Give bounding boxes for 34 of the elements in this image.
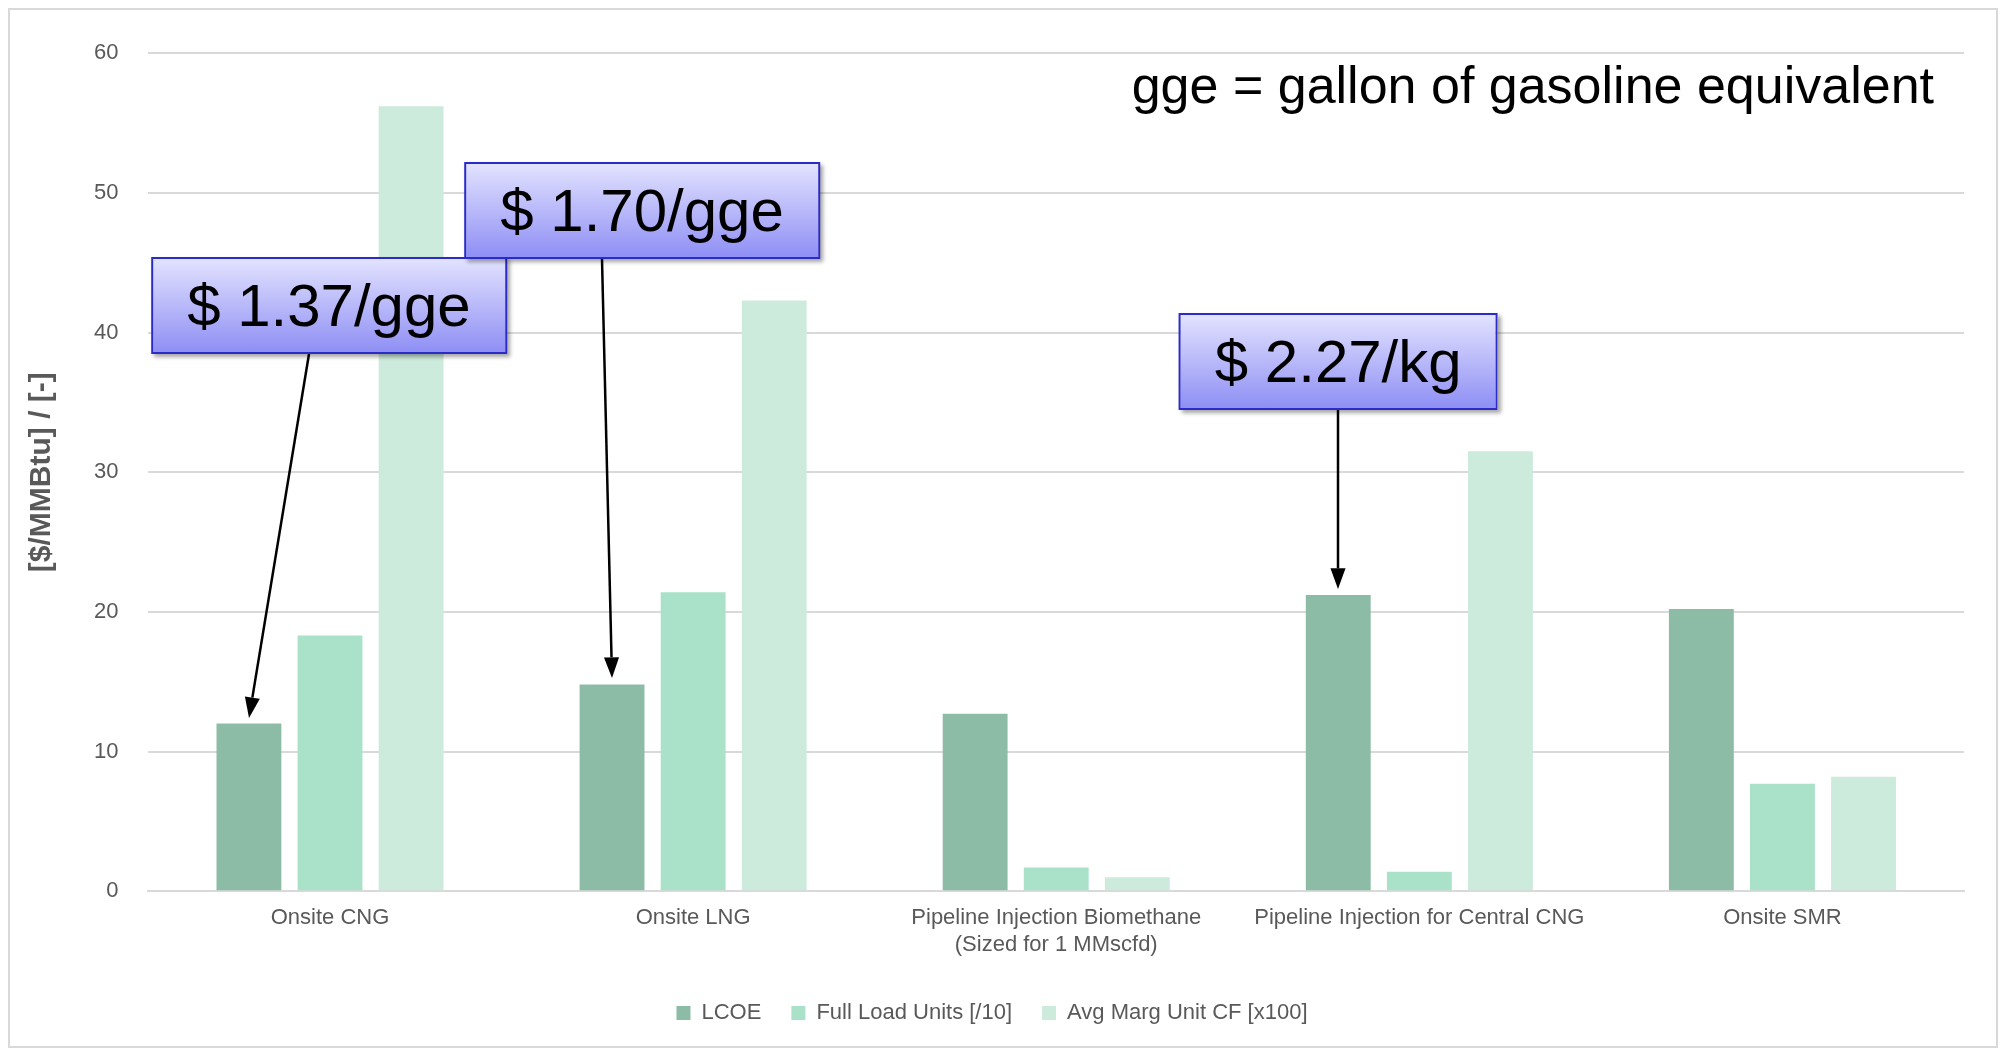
x-tick-label: Onsite LNG: [635, 904, 751, 930]
bar: [660, 592, 726, 891]
bar: [1750, 783, 1815, 891]
y-tick-label: 10: [93, 737, 119, 763]
y-tick-label: 20: [93, 597, 119, 623]
bar: [942, 713, 1008, 891]
bar: [579, 684, 645, 891]
y-tick-label: 60: [93, 39, 119, 65]
x-tick-label: Pipeline Injection Biomethane (Sized for 1 MMscfd): [911, 904, 1202, 956]
bar: [216, 723, 282, 891]
legend-label: Full Load Units [/10]: [816, 999, 1013, 1025]
annotation: $ 1.70/gge: [464, 162, 820, 260]
bar: [1023, 867, 1089, 891]
x-tick-label: Onsite CNG: [270, 904, 390, 930]
y-axis-title: [$/MMBtu] / [-]: [23, 372, 57, 573]
bar: [297, 635, 363, 891]
bar: [1104, 877, 1170, 891]
annotation: $ 2.27/kg: [1178, 313, 1498, 411]
bar: [1305, 595, 1371, 891]
legend-label: LCOE: [701, 999, 762, 1025]
annotation: gge = gallon of gasoline equivalent: [1131, 55, 1934, 115]
bar: [741, 300, 807, 891]
bar: [1668, 609, 1734, 891]
bar: [1386, 871, 1452, 891]
y-tick-label: 40: [93, 318, 119, 344]
annotation: $ 1.37/gge: [151, 256, 507, 354]
y-tick-label: 30: [93, 458, 119, 484]
x-tick-label: Pipeline Injection for Central CNG: [1254, 904, 1585, 930]
bar: [1831, 776, 1896, 891]
y-tick-label: 0: [106, 877, 119, 903]
bar: [1468, 451, 1533, 891]
y-tick-label: 50: [93, 178, 119, 204]
x-tick-label: Onsite SMR: [1723, 904, 1842, 930]
legend-label: Avg Marg Unit CF [x100]: [1067, 999, 1308, 1025]
